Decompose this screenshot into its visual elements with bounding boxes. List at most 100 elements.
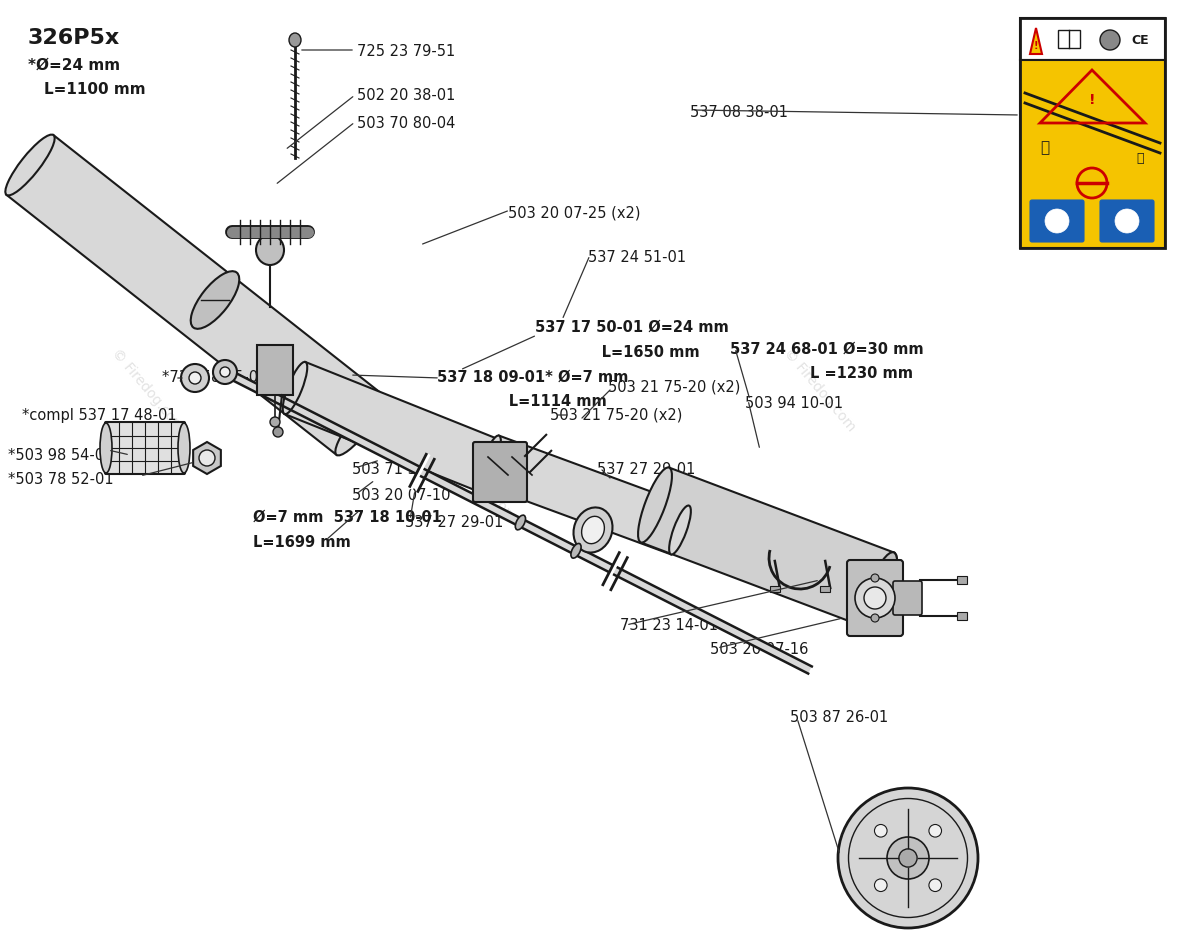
Text: 502 20 38-01: 502 20 38-01: [358, 88, 455, 103]
Circle shape: [1100, 30, 1120, 50]
Circle shape: [273, 427, 283, 437]
Text: L =1230 mm: L =1230 mm: [809, 366, 913, 381]
FancyBboxPatch shape: [893, 581, 922, 615]
Text: 537 08 38-01: 537 08 38-01: [690, 105, 788, 120]
Circle shape: [199, 450, 215, 466]
Circle shape: [864, 587, 886, 609]
Polygon shape: [481, 435, 689, 555]
Ellipse shape: [638, 467, 671, 543]
FancyBboxPatch shape: [1030, 200, 1084, 242]
Polygon shape: [223, 368, 812, 674]
Circle shape: [270, 417, 280, 427]
Circle shape: [929, 824, 942, 837]
Text: *503 98 54-01: *503 98 54-01: [8, 448, 113, 463]
Text: 503 21 75-20 (x2): 503 21 75-20 (x2): [550, 408, 682, 423]
Text: !: !: [1034, 41, 1038, 51]
Text: 503 20 07-25 (x2): 503 20 07-25 (x2): [509, 205, 641, 220]
Text: © Firedog.com: © Firedog.com: [110, 346, 186, 434]
Text: *compl 537 17 48-01: *compl 537 17 48-01: [22, 408, 177, 423]
Ellipse shape: [191, 271, 240, 329]
Text: 537 24 51-01: 537 24 51-01: [588, 250, 686, 265]
Circle shape: [929, 879, 942, 891]
Text: 503 87 26-01: 503 87 26-01: [789, 710, 889, 725]
Ellipse shape: [573, 508, 612, 553]
Text: 326P5x: 326P5x: [28, 28, 120, 48]
Text: L=1114 mm: L=1114 mm: [437, 394, 607, 409]
Text: L=1650 mm: L=1650 mm: [535, 345, 700, 360]
Text: !: !: [1089, 93, 1095, 107]
Text: *735 58 55-01: *735 58 55-01: [162, 370, 268, 385]
Text: 537 24 68-01 Ø=30 mm: 537 24 68-01 Ø=30 mm: [730, 342, 924, 357]
Bar: [957, 576, 966, 584]
Bar: [1058, 30, 1080, 48]
Bar: [957, 612, 966, 620]
Text: 503 21 75-20 (x2): 503 21 75-20 (x2): [608, 380, 740, 395]
Ellipse shape: [669, 506, 690, 555]
Ellipse shape: [516, 515, 525, 529]
Bar: [257, 345, 293, 395]
FancyBboxPatch shape: [473, 442, 527, 502]
Text: 725 23 79-51: 725 23 79-51: [358, 44, 455, 59]
Bar: [769, 586, 780, 592]
Bar: [820, 586, 831, 592]
Text: 人: 人: [1136, 152, 1143, 165]
Circle shape: [181, 364, 209, 392]
Ellipse shape: [863, 552, 897, 627]
Polygon shape: [194, 442, 221, 474]
Text: 503 20 07-10: 503 20 07-10: [352, 488, 451, 503]
Circle shape: [856, 578, 894, 618]
Circle shape: [1045, 209, 1069, 233]
FancyBboxPatch shape: [1100, 200, 1154, 242]
Circle shape: [189, 372, 201, 384]
Circle shape: [838, 788, 978, 928]
Ellipse shape: [487, 444, 512, 496]
Circle shape: [887, 837, 929, 879]
Ellipse shape: [178, 423, 190, 473]
Polygon shape: [1030, 28, 1042, 54]
Text: 731 23 14-01: 731 23 14-01: [620, 618, 717, 633]
Circle shape: [871, 574, 879, 582]
Text: Ø=7 mm  537 18 10-01: Ø=7 mm 537 18 10-01: [253, 510, 441, 525]
Polygon shape: [284, 362, 511, 496]
Circle shape: [874, 824, 887, 837]
Text: 503 70 80-04: 503 70 80-04: [358, 116, 455, 131]
Circle shape: [871, 614, 879, 622]
FancyBboxPatch shape: [105, 422, 185, 474]
Ellipse shape: [479, 435, 500, 484]
Circle shape: [219, 367, 230, 377]
Circle shape: [214, 360, 237, 384]
Text: L=1699 mm: L=1699 mm: [253, 535, 350, 550]
Text: CE: CE: [1132, 34, 1149, 46]
Text: 537 18 09-01* Ø=7 mm: 537 18 09-01* Ø=7 mm: [437, 370, 629, 385]
Ellipse shape: [335, 395, 385, 455]
Bar: [1020, 60, 1165, 248]
Text: 人: 人: [1041, 140, 1049, 155]
Text: 503 94 10-01: 503 94 10-01: [745, 396, 844, 411]
Ellipse shape: [582, 516, 604, 544]
Circle shape: [874, 879, 887, 891]
Text: L=1100 mm: L=1100 mm: [44, 82, 145, 97]
Circle shape: [899, 849, 917, 867]
Text: *Ø=24 mm: *Ø=24 mm: [28, 58, 120, 73]
FancyBboxPatch shape: [847, 560, 903, 636]
Bar: [1020, 18, 1165, 60]
Ellipse shape: [571, 544, 581, 559]
Ellipse shape: [100, 423, 112, 473]
Text: 537 17 50-01 Ø=24 mm: 537 17 50-01 Ø=24 mm: [535, 320, 729, 335]
Text: © Firedog.com: © Firedog.com: [441, 436, 518, 524]
Ellipse shape: [6, 135, 54, 195]
Text: © Firedog.com: © Firedog.com: [781, 346, 859, 434]
Circle shape: [1115, 209, 1139, 233]
Text: 537 27 29-01: 537 27 29-01: [597, 462, 695, 477]
Ellipse shape: [283, 362, 307, 414]
Text: 537 27 29-01: 537 27 29-01: [405, 515, 504, 530]
Ellipse shape: [256, 235, 284, 265]
Text: 503 71 54-01: 503 71 54-01: [352, 462, 450, 477]
Ellipse shape: [863, 552, 897, 627]
Polygon shape: [6, 135, 384, 455]
Polygon shape: [641, 467, 894, 627]
Ellipse shape: [289, 33, 301, 47]
Text: 503 20 07-16: 503 20 07-16: [710, 642, 808, 657]
Text: *503 78 52-01: *503 78 52-01: [8, 472, 113, 487]
Bar: [1020, 18, 1165, 248]
